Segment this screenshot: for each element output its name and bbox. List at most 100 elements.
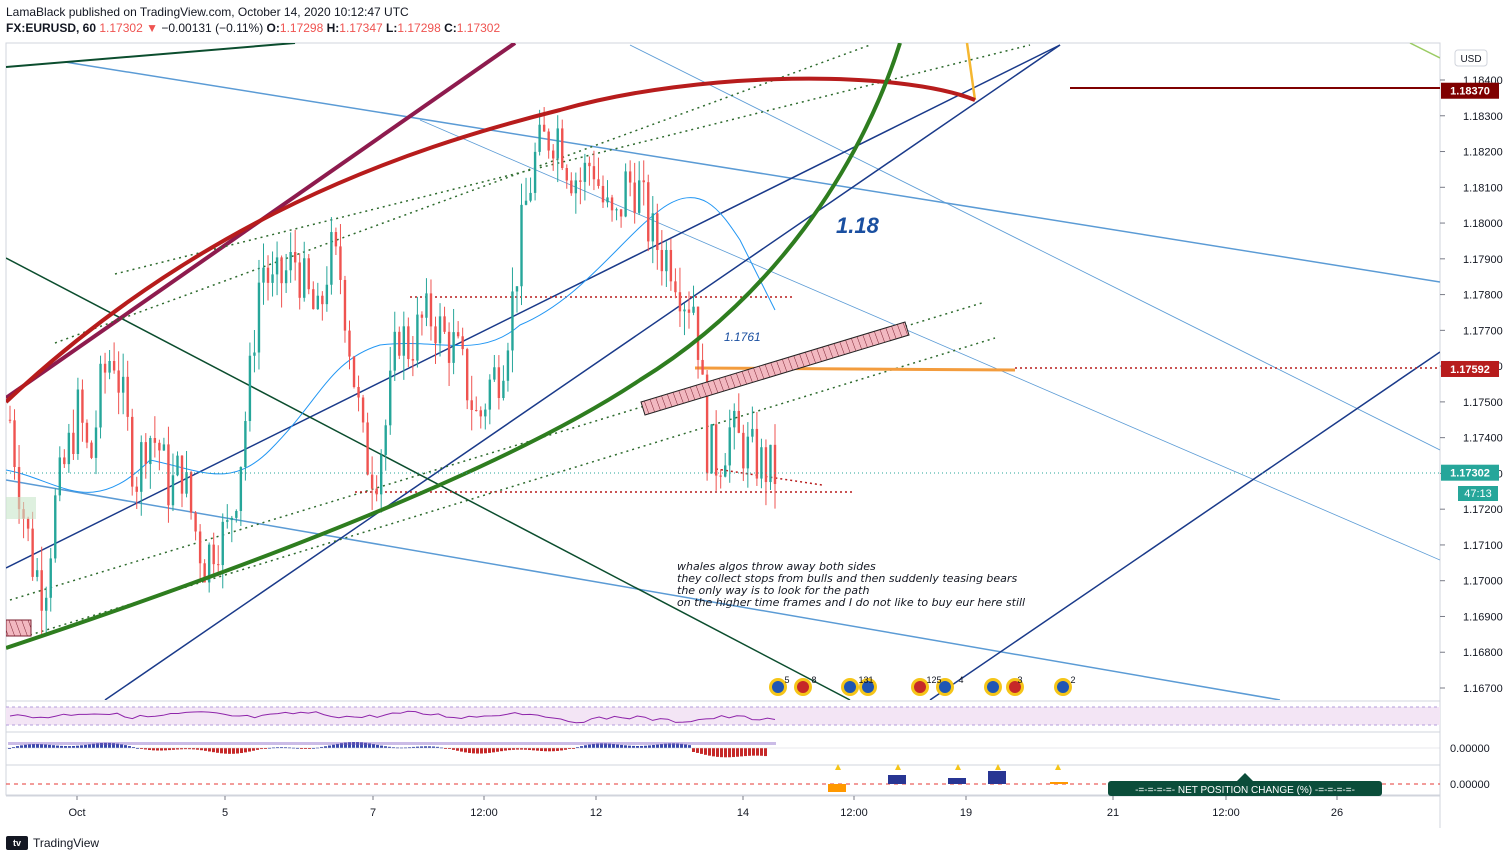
yellow-line[interactable] xyxy=(965,43,977,101)
striped-box-left[interactable] xyxy=(6,619,32,637)
macd-bar xyxy=(220,748,223,754)
macd-bar xyxy=(716,748,719,757)
macd-bar xyxy=(132,746,135,748)
candle-body xyxy=(81,389,84,423)
macd-bar xyxy=(624,745,627,748)
time-axis[interactable]: Oct 5 7 12:00 12 14 12:00 19 21 12:00 26 xyxy=(68,796,1343,819)
red-arc[interactable] xyxy=(6,76,976,404)
x-tick-label: 12:00 xyxy=(1212,807,1240,819)
macd-bar xyxy=(756,748,759,756)
x-tick-label: 19 xyxy=(960,807,972,819)
macd-bar xyxy=(280,747,283,749)
macd-bar xyxy=(188,748,191,750)
net-position-banner xyxy=(1108,781,1382,796)
macd-bar xyxy=(300,748,303,749)
marker-2 xyxy=(895,764,901,770)
macd-bar xyxy=(336,743,339,748)
light-blue-channel-line-2[interactable] xyxy=(629,44,1440,451)
macd-bar xyxy=(68,746,71,748)
candle-body xyxy=(171,475,175,506)
x-tick-label: 12:00 xyxy=(840,807,868,819)
light-green-line[interactable] xyxy=(1409,43,1440,59)
candle-body xyxy=(257,282,261,353)
macd-bar xyxy=(392,747,395,749)
macd-bar xyxy=(256,748,259,750)
navy-trendline-3[interactable] xyxy=(929,351,1440,700)
low-value: 1.17298 xyxy=(397,21,441,35)
candle-body xyxy=(398,331,401,356)
high-value: 1.17347 xyxy=(339,21,383,35)
candle-body xyxy=(597,179,600,186)
candle-body xyxy=(470,400,473,410)
tradingview-logo-icon[interactable]: tv xyxy=(6,836,28,850)
macd-bar xyxy=(432,746,435,748)
candle-body xyxy=(628,171,632,183)
dark-green-descending-line[interactable] xyxy=(6,257,851,700)
macd-bar xyxy=(200,748,203,751)
macd-bar xyxy=(724,748,727,758)
striped-channel-box[interactable] xyxy=(640,321,910,416)
macd-bar xyxy=(356,742,359,748)
macd-bar xyxy=(12,747,15,749)
light-blue-channel-line-3[interactable] xyxy=(6,479,1281,700)
green-arc[interactable] xyxy=(6,43,902,650)
x-tick-label: 12 xyxy=(590,807,602,819)
macd-bar xyxy=(52,745,55,748)
candle-body xyxy=(90,442,93,458)
macd-bar xyxy=(704,748,707,755)
candle-body xyxy=(506,350,510,381)
macd-bar xyxy=(228,748,231,754)
candle-body xyxy=(321,295,324,305)
countdown-badge xyxy=(1458,486,1498,501)
x-tick-label: 7 xyxy=(370,807,376,819)
dark-green-line-top[interactable] xyxy=(6,43,296,68)
candle-body xyxy=(58,457,61,496)
macd-bar xyxy=(72,745,75,748)
price-axis[interactable]: 1.184001.183001.182001.181001.180001.179… xyxy=(1440,75,1503,695)
y-tick-label: 1.17700 xyxy=(1463,325,1503,337)
annotation-118: 1.18 xyxy=(836,213,880,238)
currency-badge[interactable] xyxy=(1454,49,1488,67)
orange-level-line[interactable] xyxy=(694,366,1016,372)
macd-bar xyxy=(364,742,367,748)
footer-brand[interactable]: TradingView xyxy=(33,836,100,850)
macd-bar xyxy=(444,748,447,749)
macd-bar xyxy=(340,743,343,748)
symbol-name[interactable]: FX:EURUSD, 60 xyxy=(6,21,97,35)
last-price: 1.17302 xyxy=(99,21,143,35)
candle-body xyxy=(565,168,568,181)
dotted-channel-mid[interactable] xyxy=(54,44,871,344)
candle-body xyxy=(647,182,650,242)
light-blue-channel-line-4[interactable] xyxy=(419,119,1440,561)
candle-body xyxy=(348,330,351,357)
macd-bar xyxy=(520,748,523,750)
macd-bar xyxy=(296,747,299,749)
event-flag-inner xyxy=(987,681,999,693)
macd-bar xyxy=(64,746,67,748)
net-position-axis-label: 0.00000 xyxy=(1450,779,1490,791)
candle-body xyxy=(339,246,342,280)
candle-body xyxy=(63,457,66,465)
candle-body xyxy=(54,495,57,559)
chart-header: LamaBlack published on TradingView.com, … xyxy=(6,4,500,36)
candle-body xyxy=(692,306,695,313)
dotted-channel-low[interactable] xyxy=(9,301,986,601)
candle-body xyxy=(185,472,188,494)
macd-bar xyxy=(764,748,767,757)
macd-bar xyxy=(544,748,547,752)
candle-body xyxy=(669,249,673,282)
macd-bar xyxy=(112,743,115,748)
open-label: O: xyxy=(266,21,280,35)
macd-bar xyxy=(476,748,479,754)
macd-bar xyxy=(60,745,63,748)
light-blue-channel-line-1[interactable] xyxy=(64,61,1440,283)
navy-trendline-2[interactable] xyxy=(104,44,1061,700)
macd-bar xyxy=(44,744,47,748)
economic-events-row[interactable]: 5 8 131 125 4 3 2 xyxy=(769,675,1076,696)
macd-bar xyxy=(140,748,143,749)
macd-bar xyxy=(244,748,247,753)
candle-body xyxy=(502,380,505,399)
candle-body xyxy=(737,410,740,433)
candle-body xyxy=(226,520,229,522)
